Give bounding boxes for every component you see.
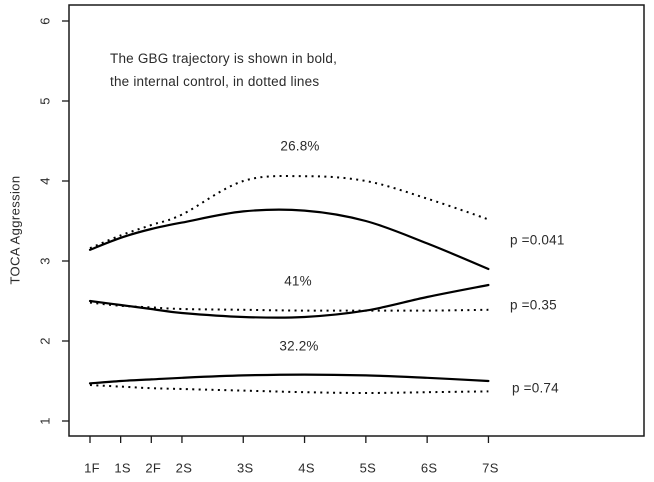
- y-tick-label-4: 4: [37, 177, 53, 185]
- curve-group1-solid: [88, 283, 490, 319]
- legend-note-line-2: the internal control, in dotted lines: [110, 74, 320, 89]
- y-tick-label-5: 5: [37, 97, 53, 105]
- y-tick-label-1: 1: [37, 417, 53, 425]
- x-tick-label-3S: 3S: [236, 460, 254, 476]
- y-axis-title: TOCA Aggression: [7, 175, 23, 285]
- plot-border: [68, 4, 645, 437]
- p-value-low: p =0.74: [512, 380, 559, 396]
- curve-group0-dotted: [89, 175, 489, 250]
- x-tick-label-1F: 1F: [84, 460, 100, 476]
- legend-note: The GBG trajectory is shown in bold, the…: [110, 47, 337, 93]
- x-tick-label-5S: 5S: [359, 460, 377, 476]
- curve-group2-solid: [88, 373, 490, 385]
- curve-group0-solid: [88, 208, 490, 271]
- x-tick-label-4S: 4S: [298, 460, 315, 476]
- y-tick-label-2: 2: [37, 337, 53, 345]
- x-tick-label-2F: 2F: [145, 460, 162, 476]
- x-tick-label-6S: 6S: [420, 460, 438, 476]
- x-tick-label-2S: 2S: [175, 460, 193, 476]
- legend-note-line-1: The GBG trajectory is shown in bold,: [110, 51, 338, 66]
- y-tick-label-3: 3: [37, 257, 53, 265]
- percent-label-medium: 41%: [284, 273, 312, 289]
- percent-label-low: 32.2%: [279, 338, 319, 354]
- p-value-high: p =0.041: [510, 232, 565, 248]
- curve-group1-dotted: [89, 301, 489, 312]
- percent-label-high: 26.8%: [280, 138, 320, 154]
- p-value-medium: p =0.35: [510, 297, 557, 313]
- x-tick-label-1S: 1S: [114, 460, 131, 476]
- y-tick-label-6: 6: [37, 17, 53, 25]
- x-tick-label-7S: 7S: [482, 460, 499, 476]
- curve-group2-dotted: [89, 384, 489, 395]
